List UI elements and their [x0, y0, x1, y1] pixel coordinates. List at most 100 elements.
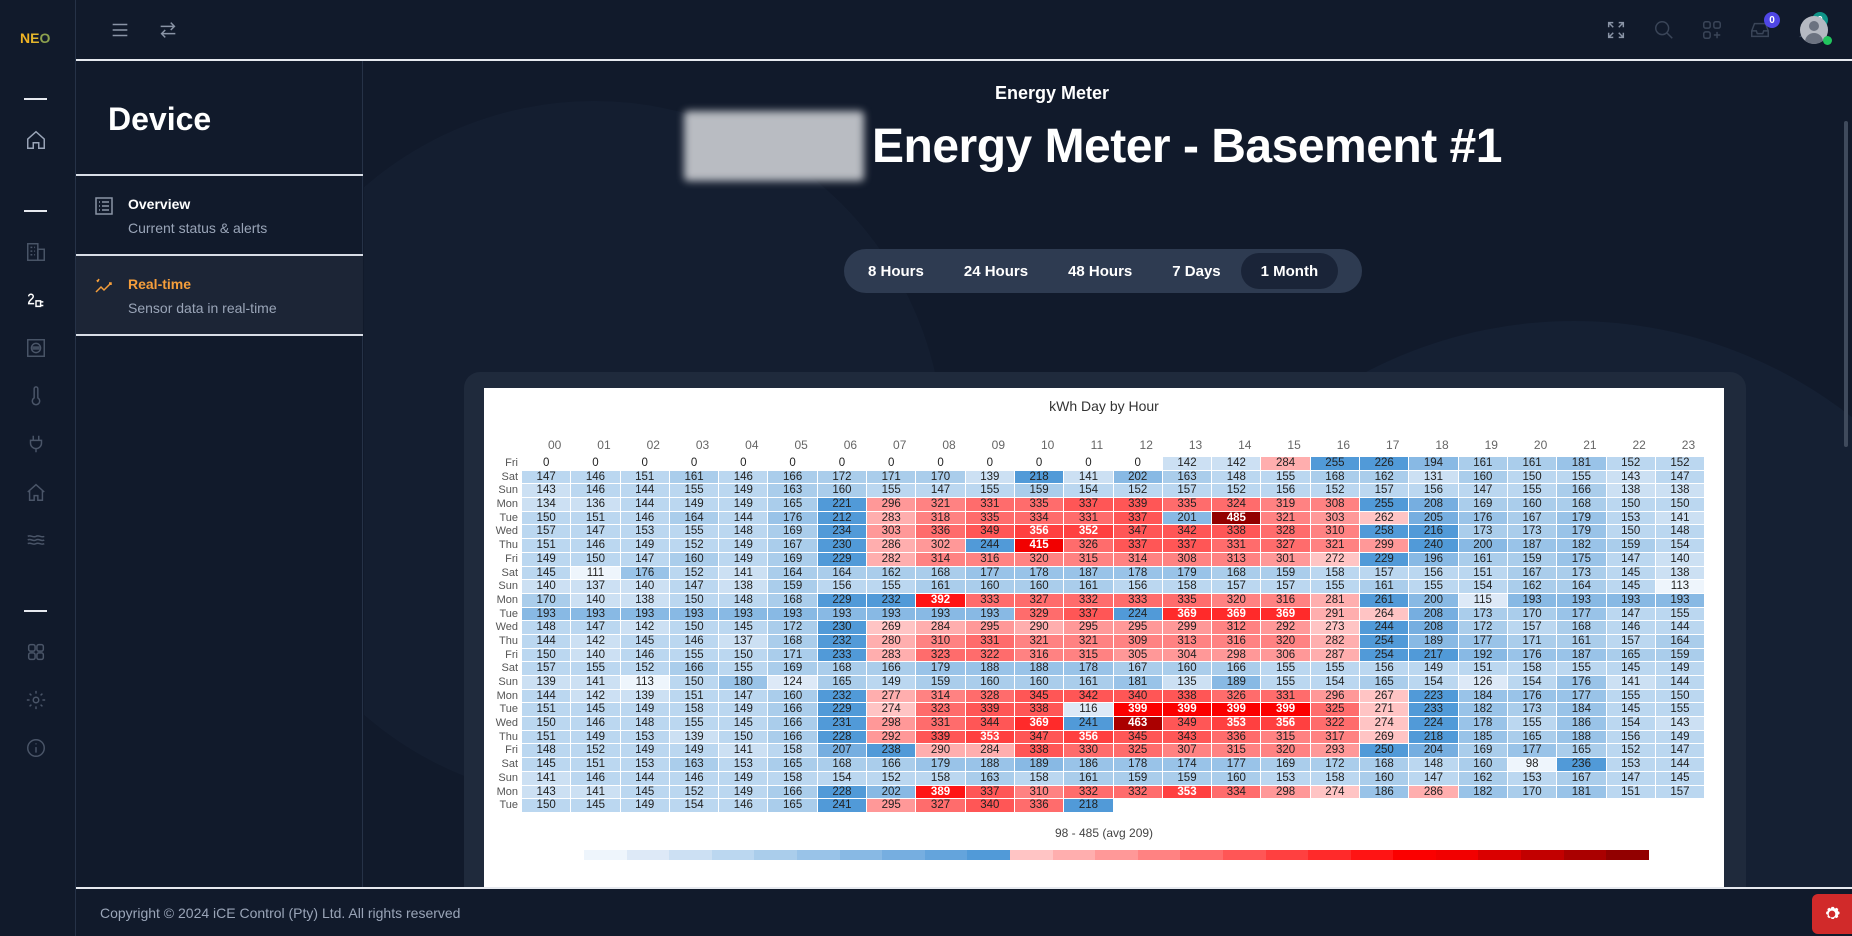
heatmap-cell[interactable]: 137	[719, 634, 769, 649]
heatmap-cell[interactable]: 241	[817, 799, 868, 813]
heatmap-cell[interactable]: 224	[1113, 607, 1163, 622]
heatmap-cell[interactable]: 325	[1113, 744, 1163, 759]
heatmap-cell[interactable]: 194	[1409, 457, 1459, 471]
heatmap-cell[interactable]: 142	[571, 634, 621, 649]
heatmap-cell[interactable]: 321	[1310, 539, 1361, 553]
heatmap-cell[interactable]: 166	[768, 470, 818, 485]
heatmap-cell[interactable]: 152	[1655, 457, 1706, 471]
heatmap-cell[interactable]: 329	[1014, 607, 1065, 622]
heatmap-cell[interactable]: 160	[1014, 676, 1065, 690]
heatmap-cell[interactable]: 224	[1409, 717, 1459, 731]
heatmap-cell[interactable]: 142	[620, 621, 670, 635]
heatmap-cell[interactable]: 313	[1212, 552, 1262, 567]
heatmap-cell[interactable]: 340	[1113, 689, 1163, 704]
heatmap-cell[interactable]: 169	[768, 525, 818, 540]
heatmap-cell[interactable]: 326	[1212, 689, 1262, 704]
heatmap-cell[interactable]: 320	[1261, 634, 1311, 649]
heatmap-cell[interactable]: 0	[571, 457, 621, 471]
heatmap-cell[interactable]: 146	[620, 648, 670, 663]
heatmap-cell[interactable]: 154	[1458, 580, 1508, 594]
heatmap-cell[interactable]: 150	[719, 730, 769, 745]
heatmap-cell[interactable]: 316	[965, 552, 1015, 567]
heatmap-cell[interactable]: 172	[1458, 621, 1508, 635]
heatmap-cell[interactable]: 244	[1360, 621, 1410, 635]
add-widget-button[interactable]	[1698, 16, 1726, 44]
heatmap-cell[interactable]: 164	[1655, 634, 1706, 649]
heatmap-cell[interactable]: 146	[571, 484, 621, 499]
heatmap-cell[interactable]: 168	[768, 634, 818, 649]
heatmap-cell[interactable]: 138	[1606, 484, 1656, 499]
heatmap-cell[interactable]: 156	[1360, 662, 1410, 676]
heatmap-cell[interactable]: 146	[571, 539, 621, 553]
heatmap-cell[interactable]: 160	[817, 484, 868, 499]
heatmap-cell[interactable]: 230	[817, 621, 868, 635]
range-option-7-days[interactable]: 7 Days	[1172, 262, 1221, 280]
heatmap-cell[interactable]: 312	[1212, 621, 1262, 635]
heatmap-cell[interactable]: 208	[1409, 498, 1459, 512]
heatmap-cell[interactable]: 169	[768, 552, 818, 567]
heatmap-cell[interactable]: 179	[916, 758, 966, 772]
heatmap-cell[interactable]: 158	[768, 771, 818, 786]
heatmap-cell[interactable]: 165	[1557, 744, 1607, 759]
heatmap-cell[interactable]: 228	[817, 785, 868, 800]
heatmap-cell[interactable]: 157	[522, 525, 572, 540]
heatmap-cell[interactable]: 149	[719, 771, 769, 786]
heatmap-cell[interactable]: 155	[1409, 580, 1459, 594]
heatmap-cell[interactable]: 152	[669, 539, 720, 553]
heatmap-cell[interactable]: 138	[1655, 566, 1706, 581]
heatmap-cell[interactable]: 162	[867, 566, 917, 581]
heatmap-cell[interactable]: 321	[1261, 511, 1311, 526]
heatmap-cell[interactable]: 150	[1507, 470, 1558, 485]
heatmap-cell[interactable]: 161	[916, 580, 966, 594]
heatmap-cell[interactable]: 163	[965, 771, 1015, 786]
heatmap-cell[interactable]: 485	[1212, 511, 1262, 526]
heatmap-cell[interactable]: 392	[916, 593, 966, 608]
heatmap-cell[interactable]: 310	[916, 634, 966, 649]
heatmap-cell[interactable]: 177	[1458, 634, 1508, 649]
heatmap-cell[interactable]: 177	[1557, 607, 1607, 622]
heatmap-cell[interactable]: 308	[1310, 498, 1361, 512]
heatmap-cell[interactable]: 328	[965, 689, 1015, 704]
heatmap-cell[interactable]: 161	[1064, 771, 1114, 786]
heatmap-cell[interactable]: 113	[620, 676, 670, 690]
heatmap-cell[interactable]: 318	[916, 511, 966, 526]
heatmap-cell[interactable]: 155	[1261, 676, 1311, 690]
heatmap-cell[interactable]: 193	[669, 607, 720, 622]
heatmap-cell[interactable]: 140	[571, 648, 621, 663]
heatmap-cell[interactable]: 303	[1310, 511, 1361, 526]
heatmap-cell[interactable]: 145	[1606, 662, 1656, 676]
heatmap-cell[interactable]: 161	[1458, 457, 1508, 471]
house-icon[interactable]	[22, 478, 50, 506]
heatmap-cell[interactable]: 141	[571, 676, 621, 690]
heatmap-cell[interactable]: 145	[719, 717, 769, 731]
heatmap-cell[interactable]: 280	[867, 634, 917, 649]
heatmap-cell[interactable]: 170	[1507, 607, 1558, 622]
heatmap-cell[interactable]: 147	[1606, 552, 1656, 567]
heatmap-cell[interactable]: 155	[669, 484, 720, 499]
subnav-item-real-time[interactable]: Real-time Sensor data in real-time	[76, 256, 363, 336]
heatmap-cell[interactable]: 173	[1557, 566, 1607, 581]
heatmap-cell[interactable]: 160	[1507, 498, 1558, 512]
heatmap-cell[interactable]: 152	[1606, 744, 1656, 759]
heatmap-cell[interactable]: 298	[867, 717, 917, 731]
heatmap-cell[interactable]: 150	[522, 511, 572, 526]
heatmap-cell[interactable]: 159	[1014, 484, 1065, 499]
heatmap-cell[interactable]: 146	[571, 771, 621, 786]
heatmap-cell[interactable]: 187	[1507, 539, 1558, 553]
heatmap-cell[interactable]: 151	[1458, 566, 1508, 581]
heatmap-cell[interactable]: 331	[1212, 539, 1262, 553]
heatmap-cell[interactable]: 149	[719, 552, 769, 567]
heatmap-cell[interactable]: 186	[1557, 717, 1607, 731]
heatmap-cell[interactable]: 157	[1261, 580, 1311, 594]
heatmap-cell[interactable]: 232	[817, 689, 868, 704]
heatmap-cell[interactable]: 145	[1606, 703, 1656, 718]
heatmap-cell[interactable]: 144	[1655, 758, 1706, 772]
heatmap-cell[interactable]: 160	[669, 552, 720, 567]
heatmap-cell[interactable]: 232	[817, 634, 868, 649]
heatmap-cell[interactable]: 168	[1310, 470, 1361, 485]
heatmap-cell[interactable]: 144	[1655, 676, 1706, 690]
heatmap-cell[interactable]: 155	[669, 717, 720, 731]
heatmap-cell[interactable]: 98	[1507, 758, 1558, 772]
heatmap-cell[interactable]: 217	[1409, 648, 1459, 663]
heatmap-cell[interactable]: 160	[1212, 771, 1262, 786]
